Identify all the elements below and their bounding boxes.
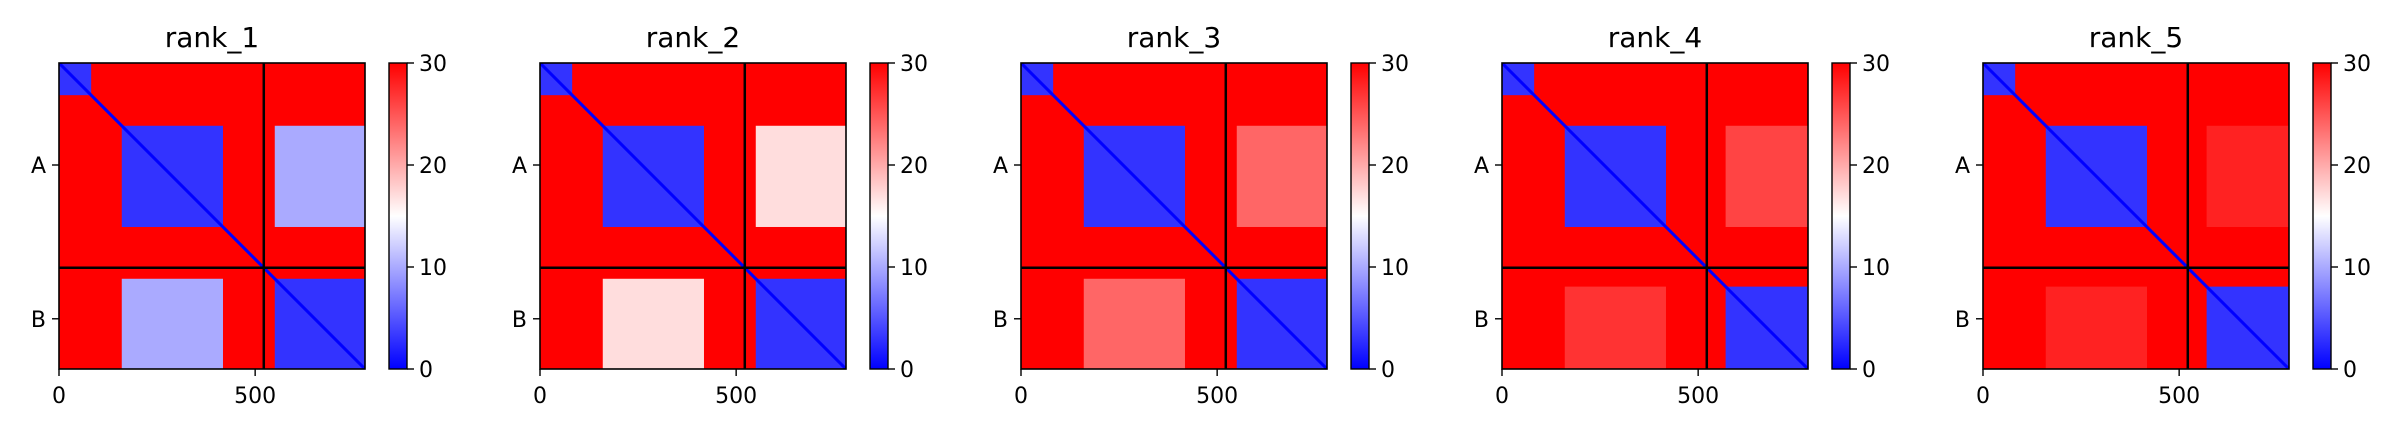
y-tick-label: A	[1474, 154, 1489, 179]
panel-title: rank_5	[2089, 21, 2183, 54]
heatmap-panel: rank_1 0 500 A B 0 10 20 30	[31, 21, 447, 409]
colorbar-tick-label: 0	[1862, 358, 1876, 383]
panel-title: rank_2	[646, 21, 740, 54]
colorbar-frame	[2312, 62, 2332, 370]
y-tick-label: B	[512, 308, 527, 333]
y-tick-label: A	[1955, 154, 1970, 179]
heatmap-region	[274, 125, 365, 227]
heatmap-panel: rank_4 0 500 A B 0 10 20 30	[1474, 21, 1890, 409]
plot-frame	[539, 62, 847, 370]
y-tick-label: A	[512, 154, 527, 179]
heatmap-cells	[1021, 63, 1327, 369]
heatmap-diagonal	[59, 63, 365, 369]
heatmap-region	[2206, 125, 2289, 227]
heatmap-panel: rank_5 0 500 A B 0 10 20 30	[1955, 21, 2371, 409]
heatmap-region	[755, 125, 846, 227]
x-tick-label: 0	[1495, 384, 1509, 409]
heatmap-region	[1725, 125, 1808, 227]
heatmap-cells	[1983, 63, 2289, 369]
colorbar-tick-label: 0	[1381, 358, 1395, 383]
x-tick-label: 500	[1677, 384, 1719, 409]
colorbar-frame	[1831, 62, 1851, 370]
plot-frame	[58, 62, 366, 370]
heatmap-region	[602, 278, 704, 369]
panel-title: rank_1	[165, 21, 259, 54]
panel-title: rank_3	[1127, 21, 1221, 54]
x-tick-label: 0	[52, 384, 66, 409]
colorbar-tick-label: 10	[1381, 256, 1409, 281]
colorbar-tick-label: 10	[1862, 256, 1890, 281]
heatmap-cells	[59, 63, 365, 369]
x-tick-label: 0	[1014, 384, 1028, 409]
heatmap-region	[2045, 286, 2147, 369]
colorbar	[1351, 63, 1369, 369]
colorbar-frame	[388, 62, 408, 370]
plot-frame	[1501, 62, 1809, 370]
colorbar	[2313, 63, 2331, 369]
x-tick-label: 0	[1976, 384, 1990, 409]
y-tick-label: B	[993, 308, 1008, 333]
heatmap-region	[1236, 125, 1327, 227]
heatmap-panel: rank_2 0 500 A B 0 10 20 30	[512, 21, 928, 409]
colorbar	[389, 63, 407, 369]
y-tick-label: B	[31, 308, 46, 333]
panel-title: rank_4	[1608, 21, 1702, 54]
colorbar-tick-label: 10	[2343, 256, 2371, 281]
heatmap-region	[1564, 286, 1666, 369]
x-tick-label: 500	[2158, 384, 2200, 409]
colorbar-tick-label: 20	[1862, 154, 1890, 179]
colorbar-tick-label: 0	[900, 358, 914, 383]
x-tick-label: 500	[715, 384, 757, 409]
colorbar-tick-label: 30	[419, 52, 447, 77]
colorbar	[1832, 63, 1850, 369]
colorbar-tick-label: 20	[419, 154, 447, 179]
colorbar-tick-label: 10	[900, 256, 928, 281]
heatmap-cells	[1502, 63, 1808, 369]
colorbar-tick-label: 20	[1381, 154, 1409, 179]
heatmap-region	[121, 278, 223, 369]
heatmap-diagonal	[1021, 63, 1327, 369]
colorbar-tick-label: 30	[900, 52, 928, 77]
colorbar-frame	[869, 62, 889, 370]
colorbar-tick-label: 30	[1862, 52, 1890, 77]
y-tick-label: A	[993, 154, 1008, 179]
heatmap-diagonal	[1983, 63, 2289, 369]
heatmap-cells	[540, 63, 846, 369]
x-tick-label: 0	[533, 384, 547, 409]
y-tick-label: B	[1474, 308, 1489, 333]
heatmap-panel: rank_3 0 500 A B 0 10 20 30	[993, 21, 1409, 409]
colorbar-tick-label: 0	[2343, 358, 2357, 383]
y-tick-label: B	[1955, 308, 1970, 333]
colorbar-tick-label: 30	[2343, 52, 2371, 77]
plot-frame	[1020, 62, 1328, 370]
colorbar-tick-label: 20	[2343, 154, 2371, 179]
heatmap-diagonal	[1502, 63, 1808, 369]
colorbar	[870, 63, 888, 369]
colorbar-tick-label: 0	[419, 358, 433, 383]
colorbar-tick-label: 20	[900, 154, 928, 179]
colorbar-frame	[1350, 62, 1370, 370]
x-tick-label: 500	[234, 384, 276, 409]
heatmap-diagonal	[540, 63, 846, 369]
heatmap-region	[1083, 278, 1185, 369]
plot-frame	[1982, 62, 2290, 370]
x-tick-label: 500	[1196, 384, 1238, 409]
colorbar-tick-label: 10	[419, 256, 447, 281]
colorbar-tick-label: 30	[1381, 52, 1409, 77]
y-tick-label: A	[31, 154, 46, 179]
